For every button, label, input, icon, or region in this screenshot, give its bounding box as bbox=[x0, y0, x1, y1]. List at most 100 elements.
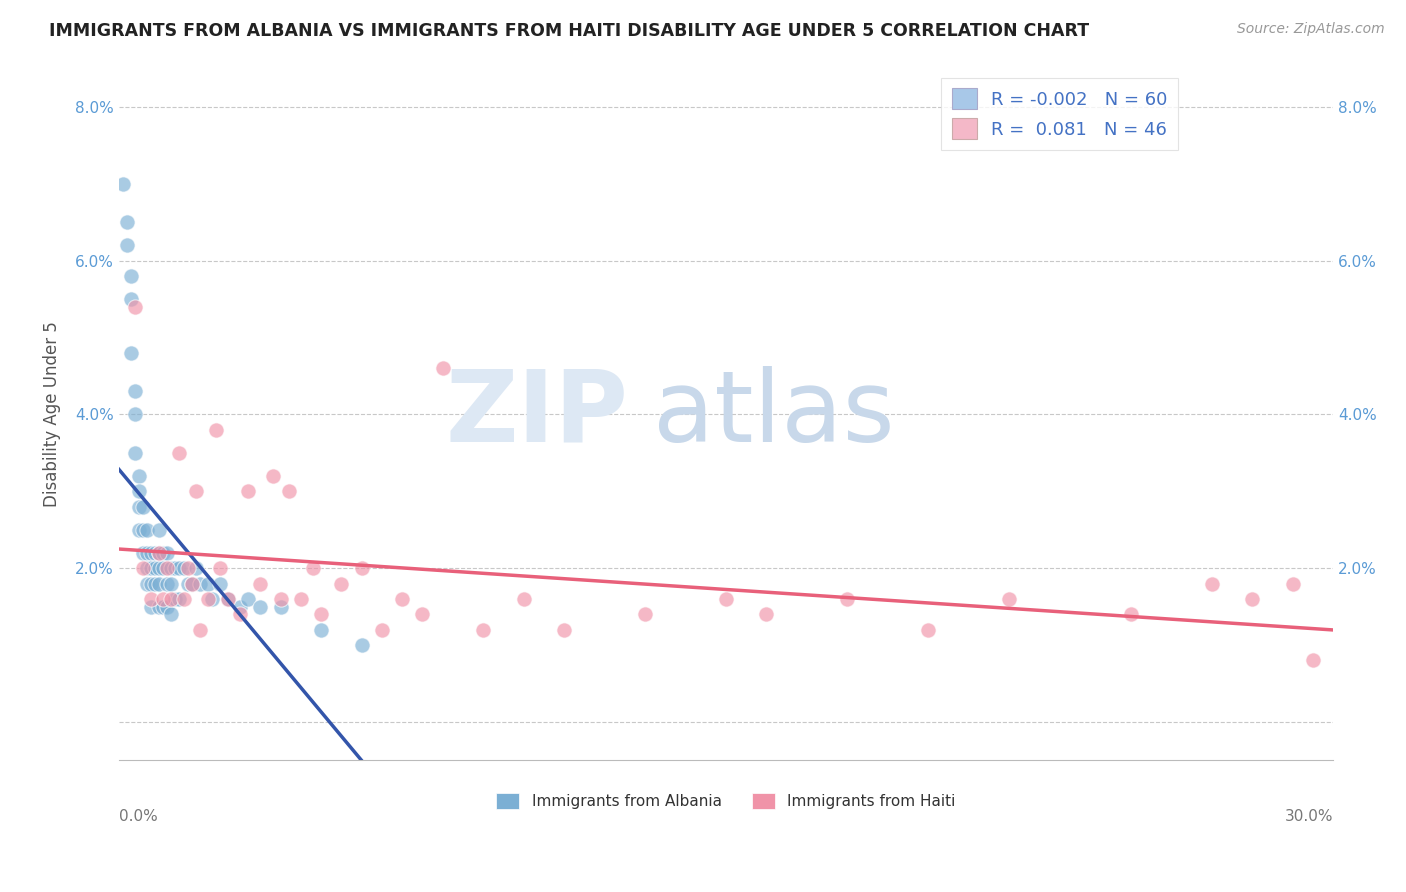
Point bbox=[184, 561, 207, 575]
Point bbox=[201, 591, 224, 606]
Point bbox=[128, 469, 150, 483]
Point bbox=[152, 561, 174, 575]
Point bbox=[169, 446, 191, 460]
Point bbox=[714, 591, 737, 606]
Point bbox=[411, 607, 433, 622]
Point bbox=[139, 591, 162, 606]
Point bbox=[208, 576, 231, 591]
Point bbox=[156, 576, 179, 591]
Text: Source: ZipAtlas.com: Source: ZipAtlas.com bbox=[1237, 22, 1385, 37]
Point bbox=[270, 591, 292, 606]
Point bbox=[184, 484, 207, 499]
Point bbox=[1119, 607, 1142, 622]
Point bbox=[156, 599, 179, 614]
Point bbox=[350, 561, 373, 575]
Point bbox=[217, 591, 239, 606]
Point bbox=[124, 384, 146, 399]
Point bbox=[229, 607, 252, 622]
Point bbox=[180, 576, 202, 591]
Point bbox=[169, 591, 191, 606]
Point bbox=[160, 591, 183, 606]
Point bbox=[139, 599, 162, 614]
Point bbox=[917, 623, 939, 637]
Point bbox=[755, 607, 778, 622]
Point bbox=[136, 546, 159, 560]
Text: 30.0%: 30.0% bbox=[1285, 809, 1333, 824]
Point bbox=[152, 599, 174, 614]
Point bbox=[1201, 576, 1223, 591]
Point bbox=[111, 177, 134, 191]
Point bbox=[148, 546, 170, 560]
Point bbox=[120, 269, 142, 284]
Legend: Immigrants from Albania, Immigrants from Haiti: Immigrants from Albania, Immigrants from… bbox=[491, 787, 962, 815]
Point bbox=[208, 561, 231, 575]
Point bbox=[1241, 591, 1264, 606]
Point bbox=[262, 469, 284, 483]
Y-axis label: Disability Age Under 5: Disability Age Under 5 bbox=[44, 321, 60, 508]
Point bbox=[277, 484, 299, 499]
Point bbox=[148, 561, 170, 575]
Point bbox=[160, 576, 183, 591]
Point bbox=[837, 591, 859, 606]
Point bbox=[229, 599, 252, 614]
Point bbox=[120, 346, 142, 360]
Point bbox=[176, 576, 198, 591]
Point bbox=[160, 607, 183, 622]
Point bbox=[217, 591, 239, 606]
Point bbox=[290, 591, 312, 606]
Point bbox=[176, 561, 198, 575]
Point bbox=[156, 561, 179, 575]
Point bbox=[371, 623, 394, 637]
Point bbox=[391, 591, 413, 606]
Point bbox=[432, 361, 454, 376]
Point bbox=[156, 546, 179, 560]
Point bbox=[302, 561, 325, 575]
Point bbox=[132, 500, 155, 514]
Point bbox=[143, 576, 166, 591]
Point bbox=[173, 561, 195, 575]
Point bbox=[1302, 653, 1324, 667]
Point bbox=[309, 623, 332, 637]
Point bbox=[249, 576, 271, 591]
Point bbox=[136, 523, 159, 537]
Point bbox=[1281, 576, 1303, 591]
Point bbox=[120, 292, 142, 306]
Point bbox=[148, 523, 170, 537]
Text: 0.0%: 0.0% bbox=[118, 809, 157, 824]
Point bbox=[173, 591, 195, 606]
Point bbox=[238, 591, 260, 606]
Point bbox=[115, 215, 138, 229]
Point bbox=[472, 623, 495, 637]
Point bbox=[188, 576, 211, 591]
Point bbox=[139, 576, 162, 591]
Point bbox=[132, 561, 155, 575]
Point bbox=[553, 623, 575, 637]
Point bbox=[128, 484, 150, 499]
Point bbox=[128, 500, 150, 514]
Text: IMMIGRANTS FROM ALBANIA VS IMMIGRANTS FROM HAITI DISABILITY AGE UNDER 5 CORRELAT: IMMIGRANTS FROM ALBANIA VS IMMIGRANTS FR… bbox=[49, 22, 1090, 40]
Point bbox=[143, 561, 166, 575]
Point bbox=[205, 423, 228, 437]
Point bbox=[330, 576, 353, 591]
Text: atlas: atlas bbox=[654, 366, 894, 463]
Point bbox=[197, 591, 219, 606]
Point bbox=[165, 591, 187, 606]
Point bbox=[148, 576, 170, 591]
Point bbox=[270, 599, 292, 614]
Point bbox=[634, 607, 657, 622]
Point bbox=[152, 546, 174, 560]
Point bbox=[132, 546, 155, 560]
Point bbox=[124, 300, 146, 314]
Point bbox=[148, 599, 170, 614]
Text: ZIP: ZIP bbox=[446, 366, 628, 463]
Point bbox=[998, 591, 1021, 606]
Point bbox=[238, 484, 260, 499]
Point bbox=[148, 546, 170, 560]
Point bbox=[249, 599, 271, 614]
Point bbox=[165, 561, 187, 575]
Point bbox=[180, 576, 202, 591]
Point bbox=[132, 523, 155, 537]
Point bbox=[136, 561, 159, 575]
Point bbox=[160, 561, 183, 575]
Point bbox=[169, 561, 191, 575]
